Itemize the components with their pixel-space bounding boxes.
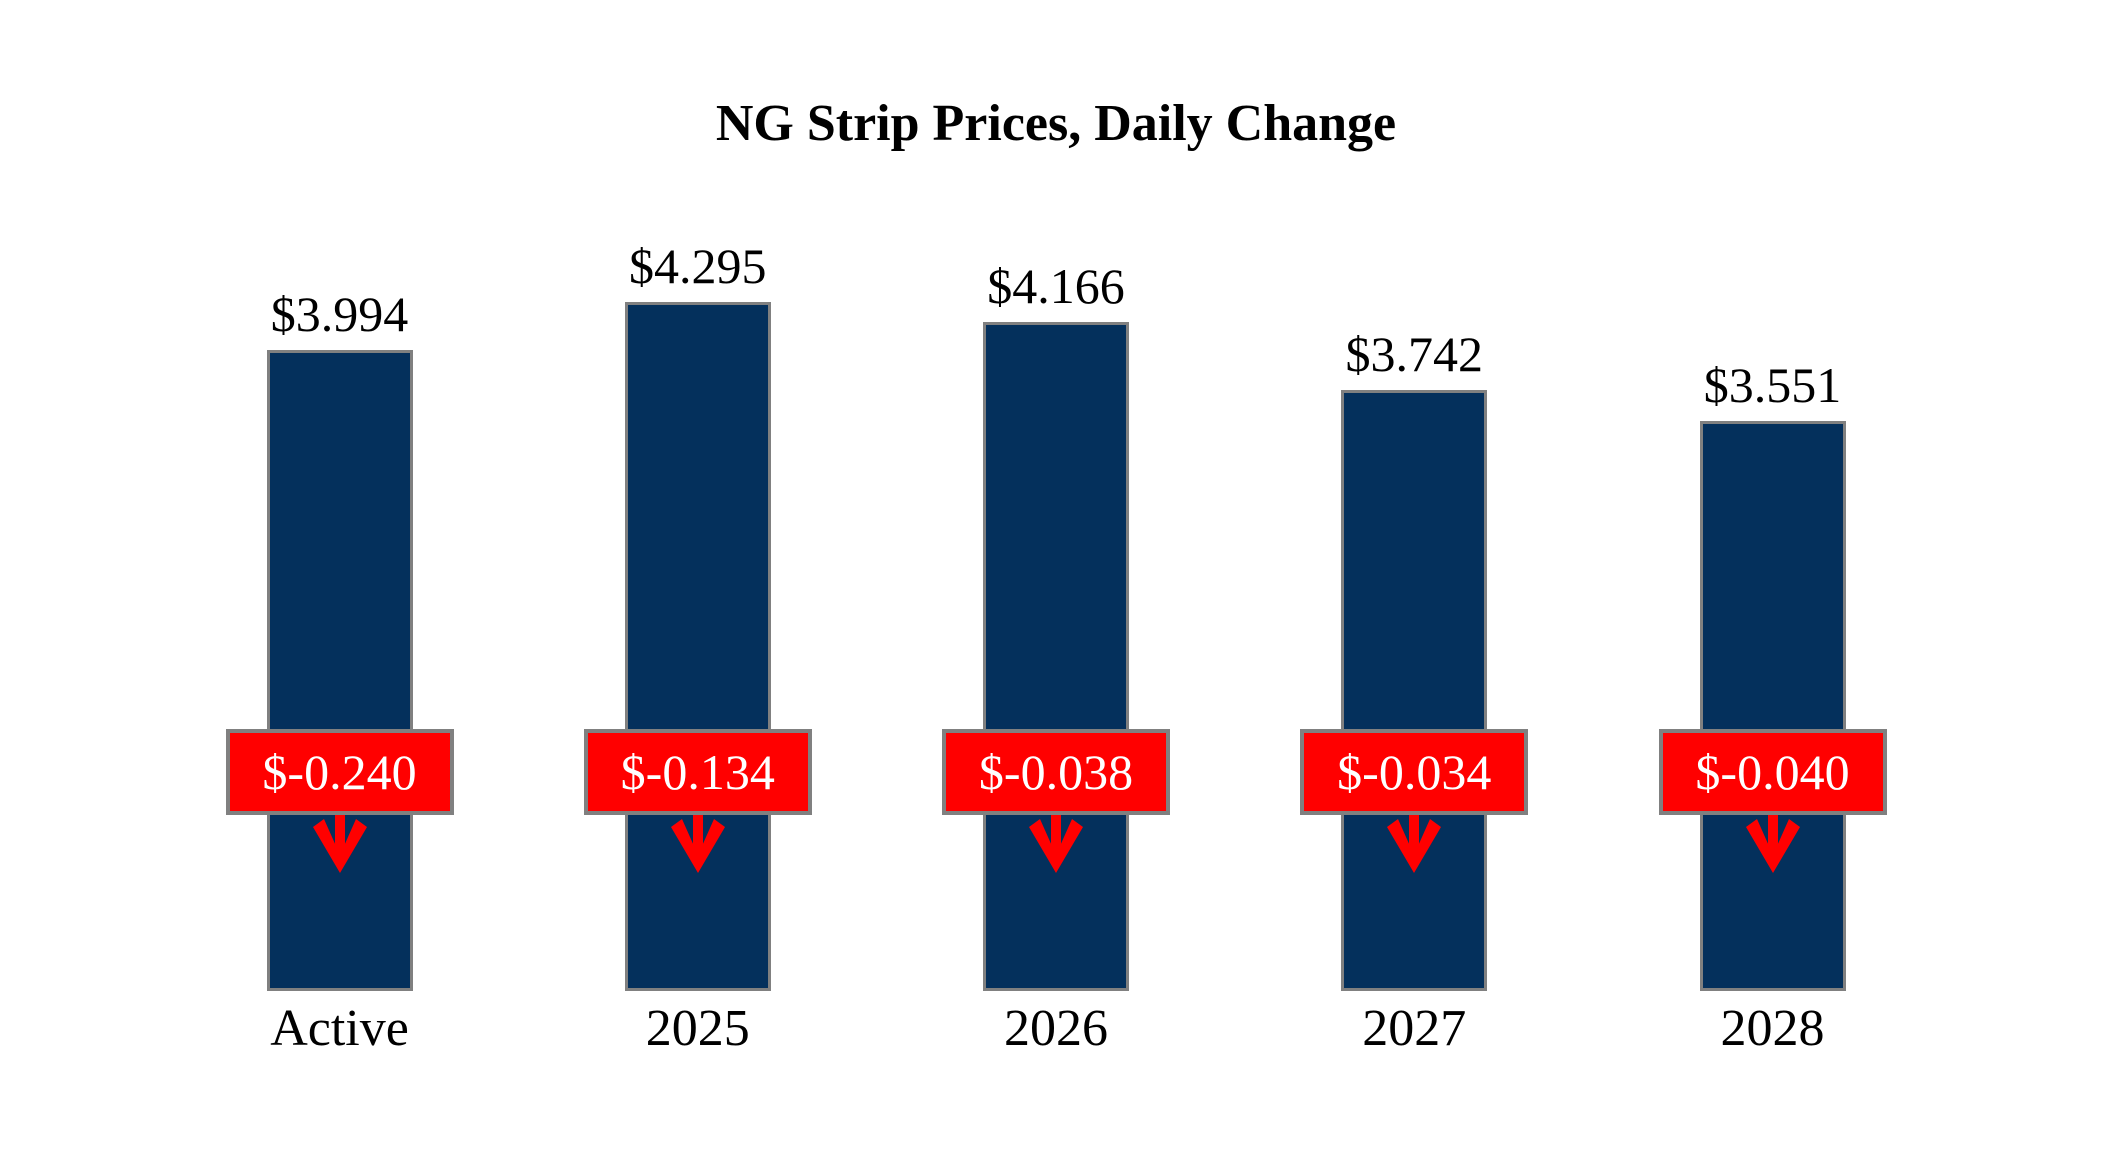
bar-group: $3.742 $-0.034 2027 bbox=[1300, 0, 1529, 1152]
down-arrow-icon bbox=[670, 815, 725, 873]
down-arrow-icon bbox=[1029, 815, 1083, 873]
daily-change-label: $-0.240 bbox=[262, 744, 417, 800]
bar bbox=[1341, 390, 1488, 991]
category-label: 2027 bbox=[1362, 1000, 1467, 1057]
bar-group: $3.551 $-0.040 2028 bbox=[1658, 0, 1887, 1152]
daily-change-badge: $-0.040 bbox=[1658, 729, 1887, 815]
down-arrow-icon bbox=[312, 815, 367, 873]
daily-change-badge: $-0.034 bbox=[1300, 729, 1529, 815]
down-arrow-icon bbox=[1745, 815, 1800, 873]
chart-title: NG Strip Prices, Daily Change bbox=[715, 95, 1397, 152]
category-label: 2028 bbox=[1720, 1000, 1825, 1057]
bar-group: $3.994 $-0.240 Active bbox=[225, 0, 454, 1152]
bar bbox=[983, 322, 1129, 991]
bar-value-label: $4.166 bbox=[987, 257, 1125, 314]
bar bbox=[266, 350, 413, 991]
daily-change-badge: $-0.240 bbox=[225, 729, 454, 815]
bar bbox=[1699, 421, 1846, 991]
daily-change-label: $-0.134 bbox=[620, 744, 775, 800]
bar-value-label: $3.551 bbox=[1703, 356, 1842, 413]
category-label: 2026 bbox=[1004, 1000, 1108, 1057]
category-label: 2025 bbox=[645, 1000, 750, 1057]
down-arrow-icon bbox=[1387, 815, 1442, 873]
daily-change-label: $-0.040 bbox=[1695, 744, 1850, 800]
bar bbox=[624, 302, 771, 991]
daily-change-label: $-0.034 bbox=[1337, 744, 1492, 800]
daily-change-label: $-0.038 bbox=[978, 744, 1134, 800]
daily-change-badge: $-0.038 bbox=[942, 729, 1170, 815]
bar-group: $4.166 $-0.038 2026 bbox=[942, 0, 1170, 1152]
daily-change-badge: $-0.134 bbox=[583, 729, 812, 815]
category-label: Active bbox=[270, 1000, 409, 1057]
bar-value-label: $3.994 bbox=[270, 285, 409, 342]
bar-value-label: $3.742 bbox=[1345, 325, 1484, 382]
bar-value-label: $4.295 bbox=[629, 237, 767, 294]
bar-group: $4.295 $-0.134 2025 bbox=[583, 0, 812, 1152]
